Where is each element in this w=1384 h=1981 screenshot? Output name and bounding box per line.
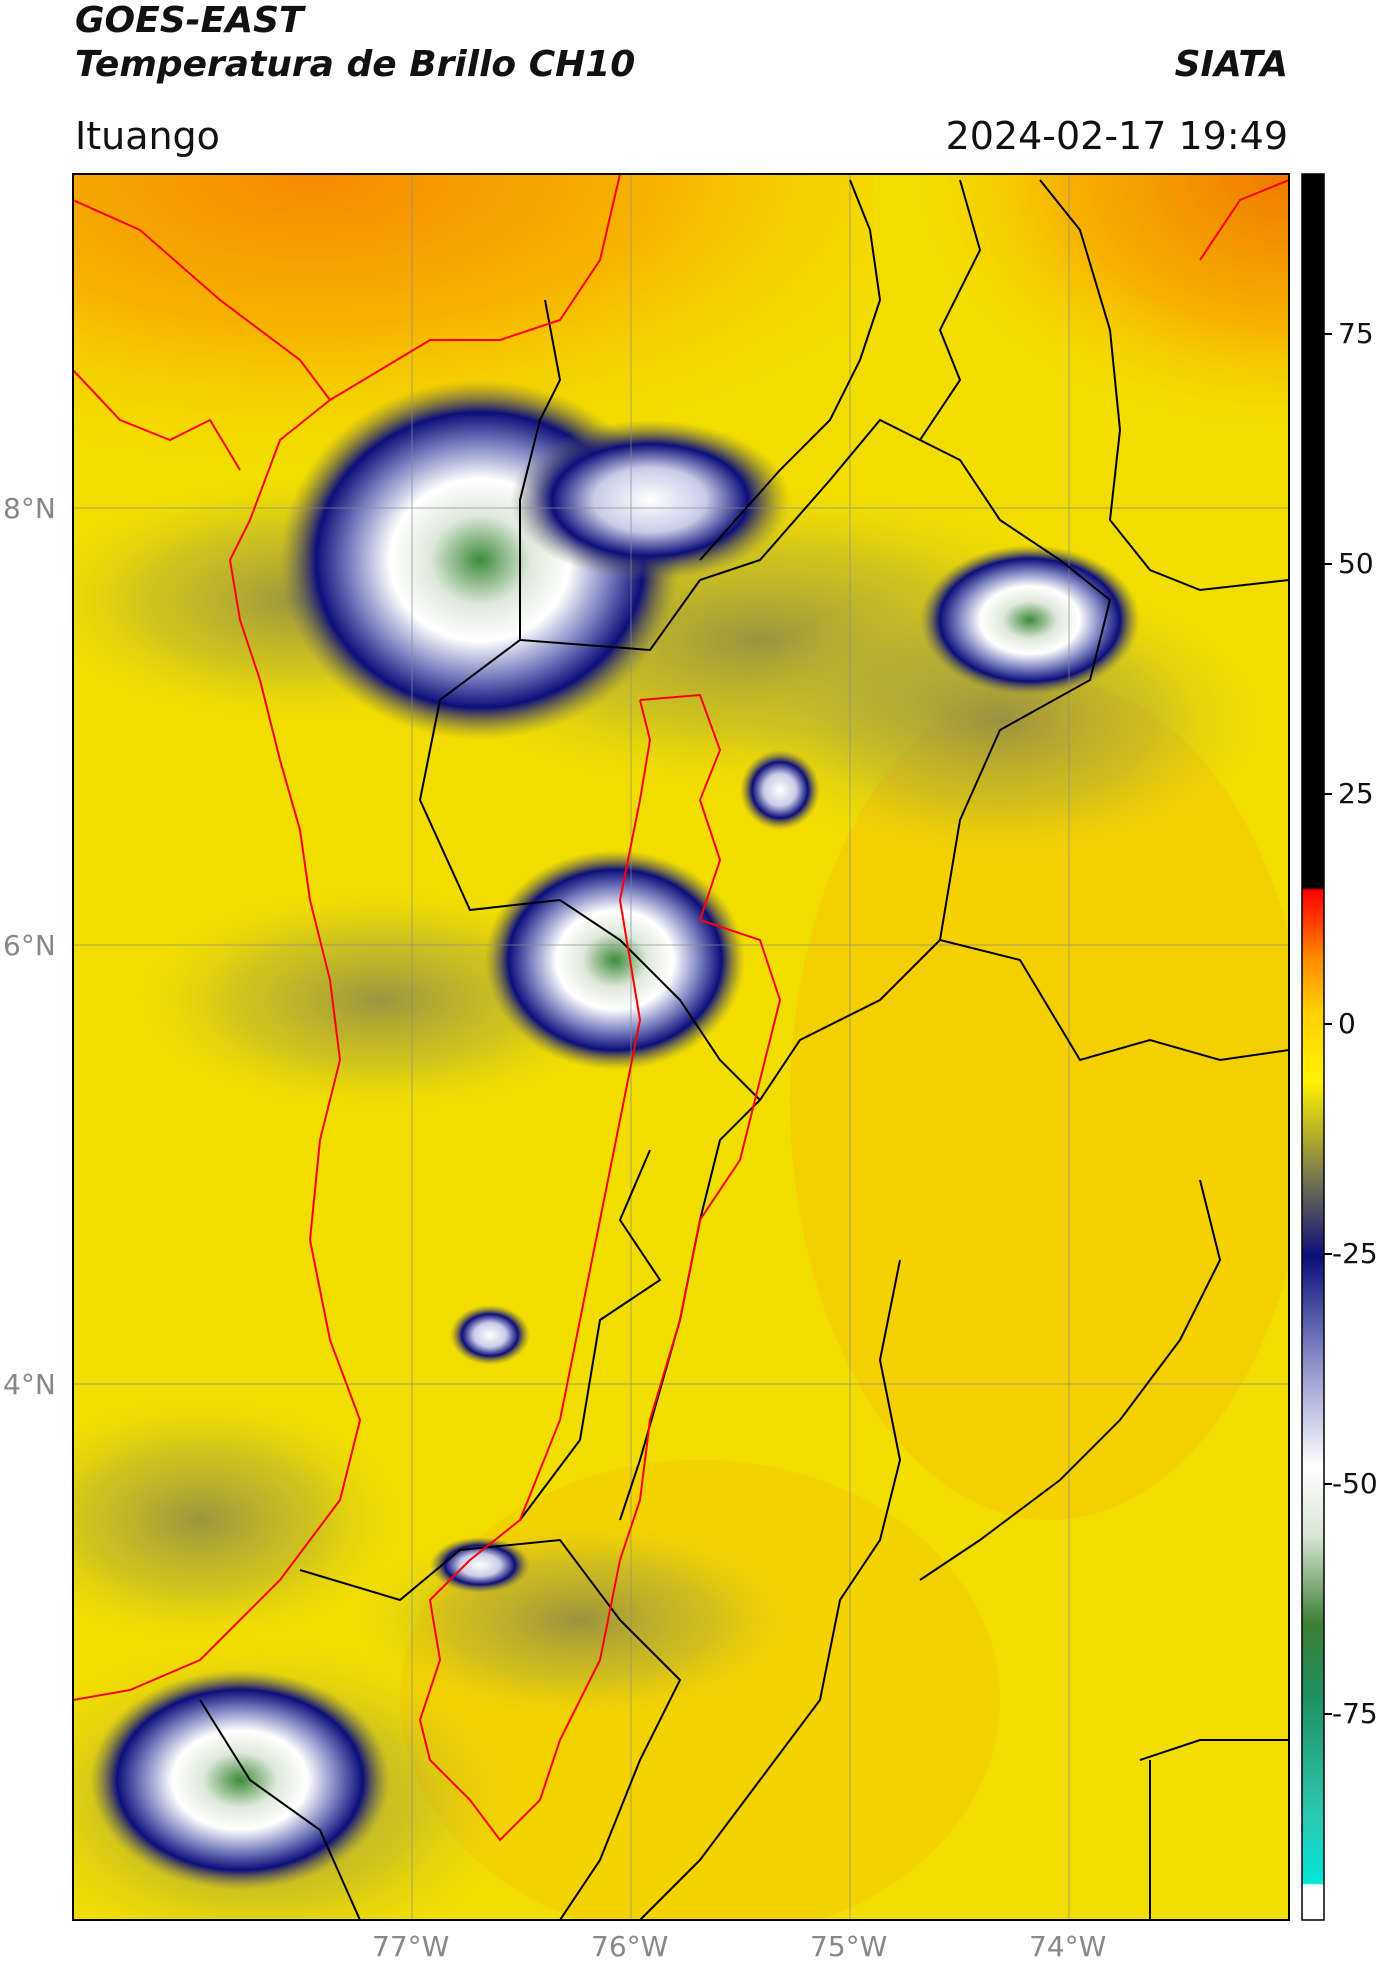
colorbar-tick-50: 50: [1338, 547, 1374, 580]
lon-label-75: 75°W: [810, 1930, 888, 1963]
brand-label: SIATA: [1174, 44, 1288, 85]
lon-label-77: 77°W: [372, 1930, 450, 1963]
lat-label-8: 8°N: [3, 492, 56, 525]
colorbar-tick-0: 0: [1338, 1007, 1356, 1040]
colorbar-tick-minus75: -75: [1332, 1697, 1378, 1730]
colorbar-tick-minus25: -25: [1332, 1237, 1378, 1270]
lon-label-76: 76°W: [591, 1930, 669, 1963]
title-line2: Temperatura de Brillo CH10: [75, 44, 636, 85]
colorbar-tick-75: 75: [1338, 317, 1374, 350]
lat-label-6: 6°N: [3, 929, 56, 962]
lat-label-4: 4°N: [3, 1368, 56, 1401]
title-line1: GOES-EAST: [75, 0, 304, 41]
location-label: Ituango: [75, 114, 220, 158]
lon-label-74: 74°W: [1029, 1930, 1107, 1963]
datetime-label: 2024-02-17 19:49: [945, 114, 1288, 158]
colorbar-tick-minus50: -50: [1332, 1467, 1378, 1500]
colorbar-tick-25: 25: [1338, 777, 1374, 810]
